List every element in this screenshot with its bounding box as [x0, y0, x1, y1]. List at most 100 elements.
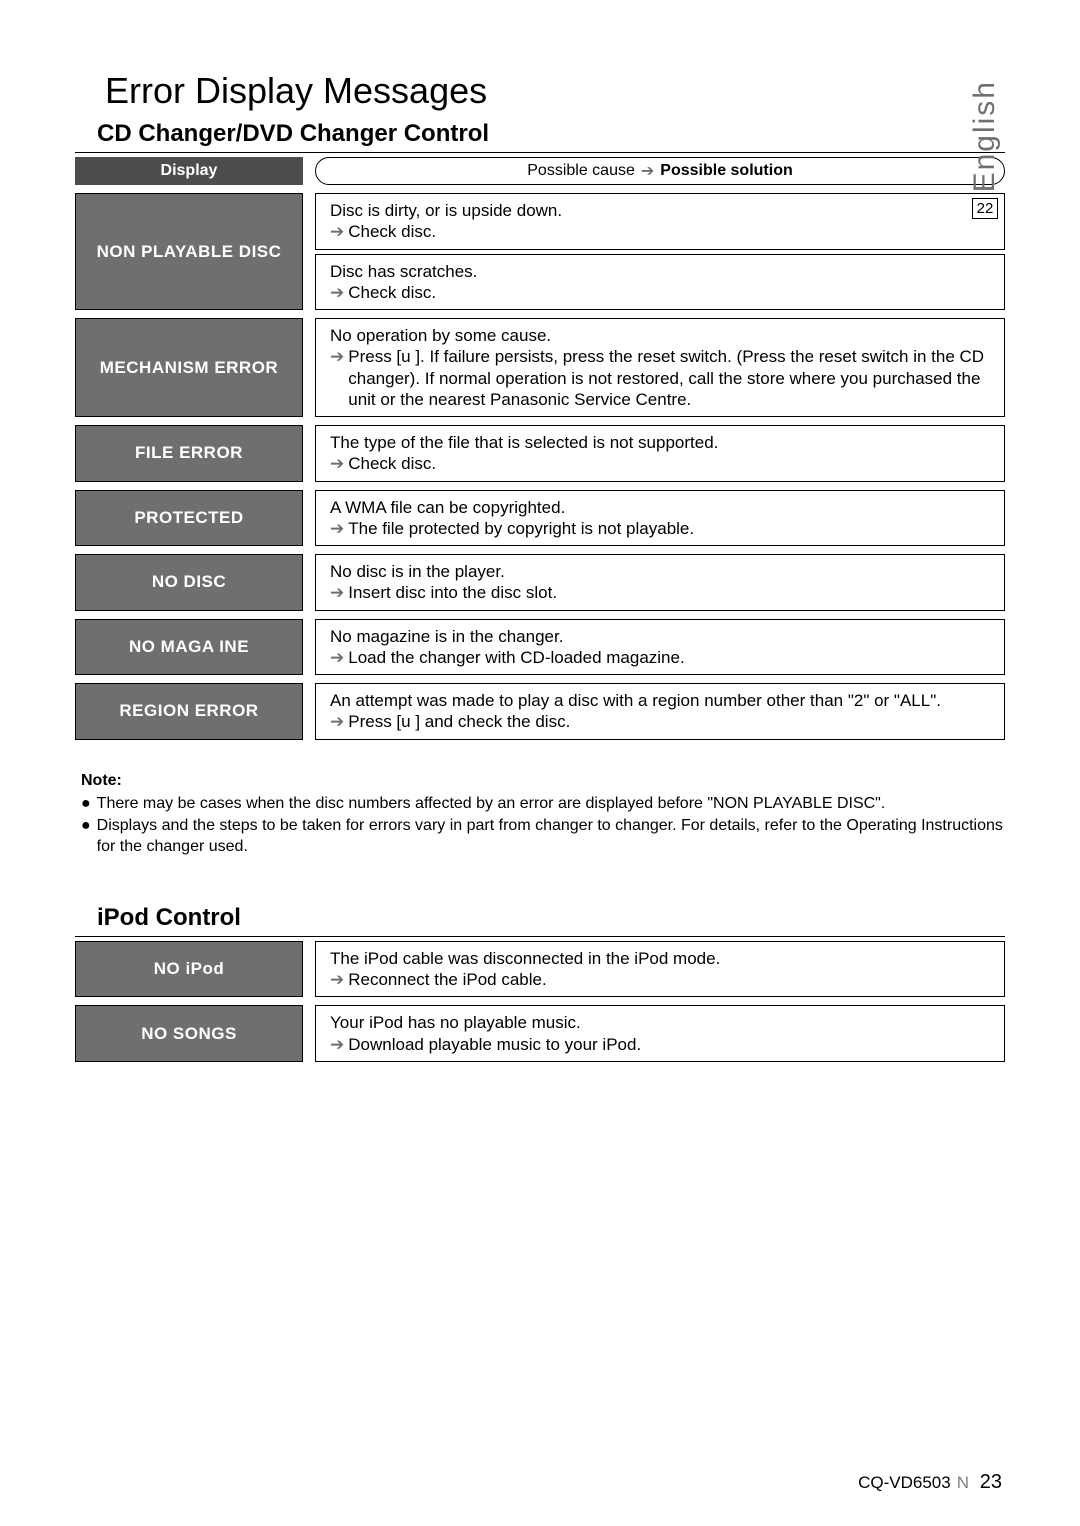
arrow-icon: ➔ — [330, 346, 344, 367]
cause-text: The type of the file that is selected is… — [330, 432, 990, 453]
section1-heading: CD Changer/DVD Changer Control — [97, 120, 1005, 148]
solution-line: ➔Press [u ] and check the disc. — [330, 711, 990, 732]
footer: CQ-VD6503 N 23 — [858, 1471, 1002, 1494]
solution-line: ➔Check disc. — [330, 282, 990, 303]
arrow-icon: ➔ — [330, 1034, 344, 1055]
table-row: MECHANISM ERRORNo operation by some caus… — [75, 318, 1005, 417]
cause-text: No operation by some cause. — [330, 325, 990, 346]
solution-text: Check disc. — [348, 453, 436, 474]
solution-line: ➔Check disc. — [330, 453, 990, 474]
row-body: No disc is in the player.➔Insert disc in… — [315, 554, 1005, 611]
display-label: NO DISC — [75, 554, 303, 611]
model-suffix: N — [957, 1473, 969, 1492]
table-row: NON PLAYABLE DISCDisc is dirty, or is up… — [75, 193, 1005, 310]
solution-text: Check disc. — [348, 221, 436, 242]
solution-line: ➔Check disc. — [330, 221, 990, 242]
cause-box: No magazine is in the changer.➔Load the … — [315, 619, 1005, 676]
arrow-icon: ➔ — [330, 969, 344, 990]
row-body: Your iPod has no playable music.➔Downloa… — [315, 1005, 1005, 1062]
solution-line: ➔Load the changer with CD-loaded magazin… — [330, 647, 990, 668]
cause-box: Disc is dirty, or is upside down.➔Check … — [315, 193, 1005, 250]
cause-box: The iPod cable was disconnected in the i… — [315, 941, 1005, 998]
arrow-icon: ➔ — [330, 647, 344, 668]
note-item: ●There may be cases when the disc number… — [81, 793, 1005, 815]
cause-text: Your iPod has no playable music. — [330, 1012, 990, 1033]
row-body: No operation by some cause.➔Press [u ]. … — [315, 318, 1005, 417]
row-body: An attempt was made to play a disc with … — [315, 683, 1005, 740]
note-title: Note: — [81, 770, 1005, 792]
solution-line: ➔Download playable music to your iPod. — [330, 1034, 990, 1055]
bullet-icon: ● — [81, 815, 91, 858]
header-cause-solution: Possible cause ➔ Possible solution — [315, 157, 1005, 185]
section1-rows: NON PLAYABLE DISCDisc is dirty, or is up… — [75, 193, 1005, 740]
page-title: Error Display Messages — [105, 70, 1005, 112]
solution-text: Download playable music to your iPod. — [348, 1034, 641, 1055]
row-body: No magazine is in the changer.➔Load the … — [315, 619, 1005, 676]
display-label: PROTECTED — [75, 490, 303, 547]
note-block: Note: ●There may be cases when the disc … — [81, 770, 1005, 858]
table-row: NO SONGSYour iPod has no playable music.… — [75, 1005, 1005, 1062]
cause-box: No disc is in the player.➔Insert disc in… — [315, 554, 1005, 611]
cause-text: An attempt was made to play a disc with … — [330, 690, 990, 711]
arrow-icon: ➔ — [330, 711, 344, 732]
cause-text: No magazine is in the changer. — [330, 626, 990, 647]
header-display: Display — [75, 157, 303, 185]
solution-line: ➔Press [u ]. If failure persists, press … — [330, 346, 990, 410]
display-label: NON PLAYABLE DISC — [75, 193, 303, 310]
display-label: NO SONGS — [75, 1005, 303, 1062]
side-tab: English 22 — [968, 80, 1002, 219]
solution-text: Press [u ] and check the disc. — [348, 711, 570, 732]
solution-text: The file protected by copyright is not p… — [348, 518, 694, 539]
cause-text: No disc is in the player. — [330, 561, 990, 582]
cause-box: An attempt was made to play a disc with … — [315, 683, 1005, 740]
solution-text: Insert disc into the disc slot. — [348, 582, 557, 603]
cause-box: Your iPod has no playable music.➔Downloa… — [315, 1005, 1005, 1062]
section2-rows: NO iPodThe iPod cable was disconnected i… — [75, 941, 1005, 1062]
model-number: CQ-VD6503 — [858, 1473, 951, 1492]
page-number: 23 — [974, 1471, 1002, 1493]
header-cause-text: Possible cause — [527, 162, 635, 180]
table-row: PROTECTEDA WMA file can be copyrighted.➔… — [75, 490, 1005, 547]
cause-box: Disc has scratches.➔Check disc. — [315, 254, 1005, 311]
display-label: REGION ERROR — [75, 683, 303, 740]
section-rule — [75, 152, 1005, 153]
cause-box: A WMA file can be copyrighted.➔The file … — [315, 490, 1005, 547]
cause-text: Disc is dirty, or is upside down. — [330, 200, 990, 221]
table-row: REGION ERROR An attempt was made to play … — [75, 683, 1005, 740]
arrow-icon: ➔ — [330, 518, 344, 539]
notes-list: ●There may be cases when the disc number… — [81, 793, 1005, 858]
table-row: FILE ERROR The type of the file that is s… — [75, 425, 1005, 482]
note-text: Displays and the steps to be taken for e… — [97, 815, 1005, 858]
solution-text: Reconnect the iPod cable. — [348, 969, 546, 990]
cause-text: The iPod cable was disconnected in the i… — [330, 948, 990, 969]
section-rule — [75, 936, 1005, 937]
row-body: The type of the file that is selected is… — [315, 425, 1005, 482]
bullet-icon: ● — [81, 793, 91, 815]
arrow-icon: ➔ — [330, 282, 344, 303]
solution-text: Check disc. — [348, 282, 436, 303]
header-solution-text: Possible solution — [660, 162, 792, 180]
table-row: NO iPodThe iPod cable was disconnected i… — [75, 941, 1005, 998]
row-body: A WMA file can be copyrighted.➔The file … — [315, 490, 1005, 547]
table-header-row: Display Possible cause ➔ Possible soluti… — [75, 157, 1005, 185]
note-item: ●Displays and the steps to be taken for … — [81, 815, 1005, 858]
solution-line: ➔Insert disc into the disc slot. — [330, 582, 990, 603]
arrow-icon: ➔ — [330, 582, 344, 603]
display-label: NO MAGA INE — [75, 619, 303, 676]
display-label: MECHANISM ERROR — [75, 318, 303, 417]
row-body: Disc is dirty, or is upside down.➔Check … — [315, 193, 1005, 310]
cause-text: Disc has scratches. — [330, 261, 990, 282]
section2-heading: iPod Control — [97, 904, 1005, 932]
cause-box: The type of the file that is selected is… — [315, 425, 1005, 482]
solution-line: ➔Reconnect the iPod cable. — [330, 969, 990, 990]
arrow-icon: ➔ — [641, 161, 654, 181]
language-label: English — [968, 80, 1002, 192]
arrow-icon: ➔ — [330, 221, 344, 242]
solution-line: ➔The file protected by copyright is not … — [330, 518, 990, 539]
row-body: The iPod cable was disconnected in the i… — [315, 941, 1005, 998]
arrow-icon: ➔ — [330, 453, 344, 474]
display-label: FILE ERROR — [75, 425, 303, 482]
solution-text: Load the changer with CD-loaded magazine… — [348, 647, 684, 668]
solution-text: Press [u ]. If failure persists, press t… — [348, 346, 990, 410]
side-page-number: 22 — [972, 198, 999, 219]
